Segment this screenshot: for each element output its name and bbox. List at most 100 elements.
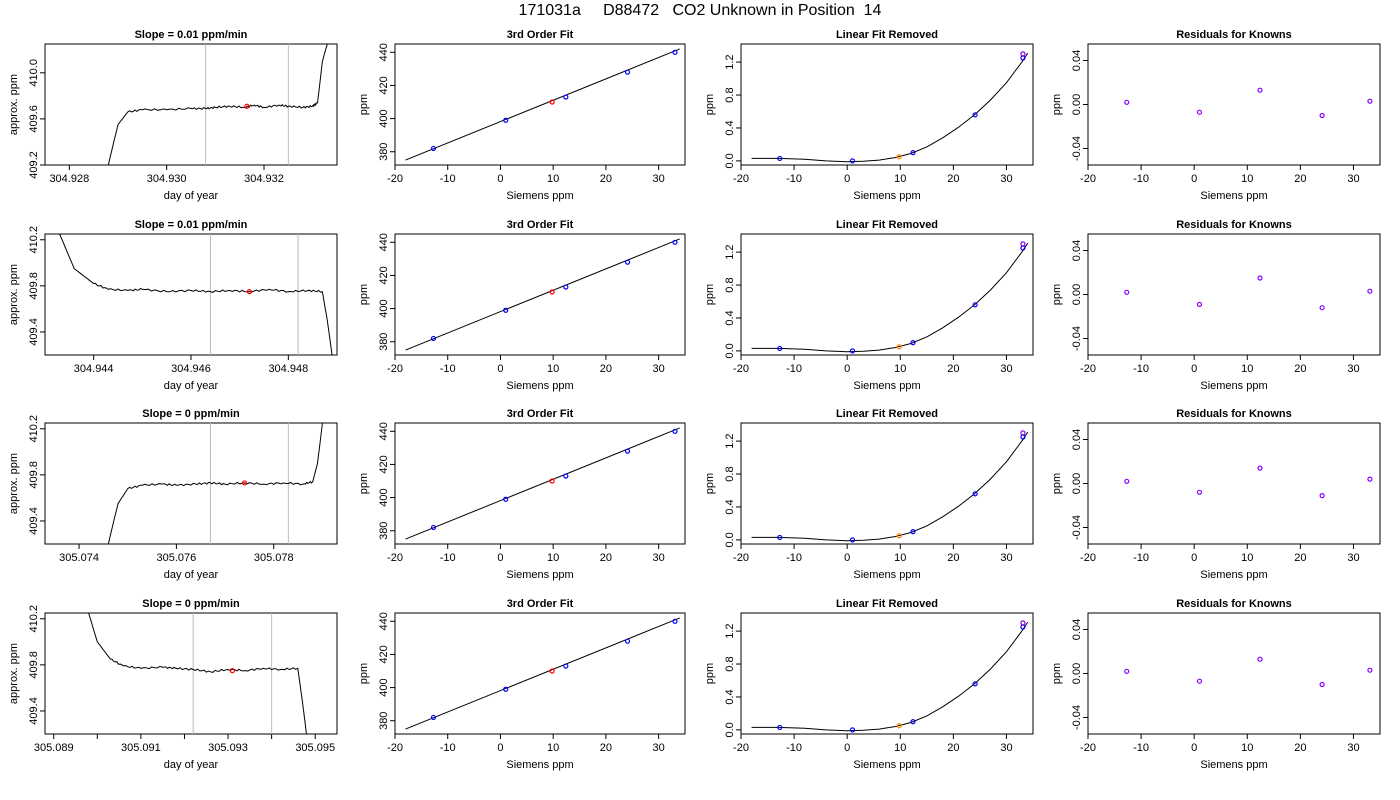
y-tick-label: 410.2 (28, 226, 40, 254)
y-tick-label: 0.00 (1071, 663, 1083, 684)
x-tick-label: 20 (600, 742, 612, 754)
x-tick-label: -10 (786, 363, 802, 375)
chart-title: Residuals for Knowns (1176, 408, 1292, 420)
plot-frame (740, 422, 1034, 545)
data-point (1257, 275, 1263, 281)
data-point (1367, 288, 1373, 294)
x-tick-label: 305.074 (59, 552, 99, 564)
data-point (1319, 305, 1325, 311)
x-tick-label: 0 (1191, 173, 1197, 185)
x-axis-label: Siemens ppm (506, 759, 573, 771)
y-tick-label: 1.2 (724, 433, 736, 448)
x-tick-label: 10 (894, 552, 906, 564)
x-tick-label: 30 (1347, 742, 1359, 754)
data-point (503, 686, 509, 692)
x-tick-label: 0 (844, 742, 850, 754)
data-point (896, 723, 902, 729)
x-tick-label: 10 (547, 552, 559, 564)
y-tick-label: 0.8 (724, 466, 736, 481)
data-point (1124, 289, 1130, 295)
x-axis-label: Siemens ppm (853, 380, 920, 392)
y-tick-label: 0.00 (1071, 473, 1083, 494)
y-tick-label: 0.8 (724, 87, 736, 102)
y-tick-label: 0.4 (724, 689, 736, 704)
y-tick-label: 0.4 (724, 310, 736, 325)
current-point-marker (229, 668, 236, 674)
data-point (563, 473, 569, 479)
x-axis-label: day of year (164, 380, 219, 392)
current-point-marker (246, 289, 252, 295)
plot-area (405, 617, 680, 730)
y-tick-label: 409.4 (28, 697, 40, 725)
x-tick-label: 20 (1294, 363, 1306, 375)
x-tick-label: 30 (1000, 173, 1012, 185)
x-tick-label: -20 (1080, 173, 1096, 185)
data-point (896, 533, 902, 539)
x-tick-label: 20 (1294, 742, 1306, 754)
plot-area (88, 613, 307, 734)
data-point (1124, 668, 1130, 674)
x-tick-label: 304.948 (268, 363, 308, 375)
y-axis-label: ppm (358, 284, 370, 305)
panel-r4-c2: 3rd Order Fit -20 -10 0 10 20 30 380 400 420 440 Si… (358, 598, 686, 771)
x-tick-label: 30 (1347, 173, 1359, 185)
panel-r4-c3: Linear Fit Removed -20 -10 0 10 20 30 0.0 0.4 0.8… (704, 598, 1034, 771)
x-tick-label: -20 (387, 173, 403, 185)
panel-r3-c2: 3rd Order Fit -20 -10 0 10 20 30 380 400 420 440 Si… (358, 408, 686, 581)
x-axis-label: Siemens ppm (1200, 380, 1267, 392)
data-point (1196, 109, 1203, 115)
x-tick-label: 0 (497, 552, 503, 564)
plot-frame (740, 233, 1034, 356)
data-point (1319, 493, 1325, 499)
data-point (430, 335, 437, 342)
x-tick-label: -10 (1133, 363, 1149, 375)
data-point (1367, 667, 1373, 673)
data-point (777, 534, 783, 541)
chart-title: Residuals for Knowns (1176, 219, 1292, 231)
current-point-marker (241, 480, 248, 486)
plot-frame (1087, 612, 1381, 735)
data-point (624, 638, 631, 644)
panel-r2-c1: Slope = 0.01 ppm/min 304.944 304.946 304.94… (8, 219, 338, 392)
data-point (777, 345, 783, 352)
x-tick-label: 30 (653, 742, 665, 754)
data-point (1196, 678, 1203, 684)
data-point (1124, 99, 1130, 105)
x-tick-label: 20 (600, 552, 612, 564)
plot-frame (394, 43, 686, 166)
y-tick-label: 409.4 (28, 507, 40, 535)
y-axis-label: ppm (704, 284, 716, 305)
fit-curve (751, 242, 1029, 353)
panel-r3-c3: Linear Fit Removed -20 -10 0 10 20 30 0.0 0.4 0.8… (704, 408, 1034, 581)
y-tick-label: 380 (378, 143, 390, 161)
x-tick-label: -20 (1080, 363, 1096, 375)
plot-area (1124, 656, 1373, 688)
series-line (107, 423, 323, 544)
x-axis-label: Siemens ppm (853, 190, 920, 202)
x-tick-label: 305.095 (295, 742, 335, 754)
x-tick-label: 0 (844, 363, 850, 375)
y-tick-label: 400 (378, 678, 390, 696)
data-point (972, 112, 978, 118)
x-tick-label: 30 (653, 552, 665, 564)
y-tick-label: 420 (378, 645, 390, 663)
y-axis-label: ppm (704, 663, 716, 684)
data-point (1020, 434, 1026, 440)
plot-area (405, 238, 680, 351)
chart-title: 3rd Order Fit (507, 29, 574, 41)
x-tick-label: 304.930 (147, 173, 187, 185)
x-tick-label: 20 (947, 173, 959, 185)
plot-frame (394, 233, 686, 356)
y-axis-label: ppm (704, 94, 716, 115)
x-axis-label: Siemens ppm (853, 569, 920, 581)
x-tick-label: -20 (1080, 742, 1096, 754)
chart-title: 3rd Order Fit (507, 408, 574, 420)
page-title: 171031a D88472 CO2 Unknown in Position 1… (518, 2, 882, 19)
x-axis-label: Siemens ppm (1200, 759, 1267, 771)
y-tick-label: 380 (378, 333, 390, 351)
y-axis-label: ppm (704, 473, 716, 494)
data-point (910, 719, 916, 725)
x-tick-label: 0 (844, 173, 850, 185)
y-tick-label: 409.6 (28, 105, 40, 133)
y-tick-label: 420 (378, 266, 390, 284)
